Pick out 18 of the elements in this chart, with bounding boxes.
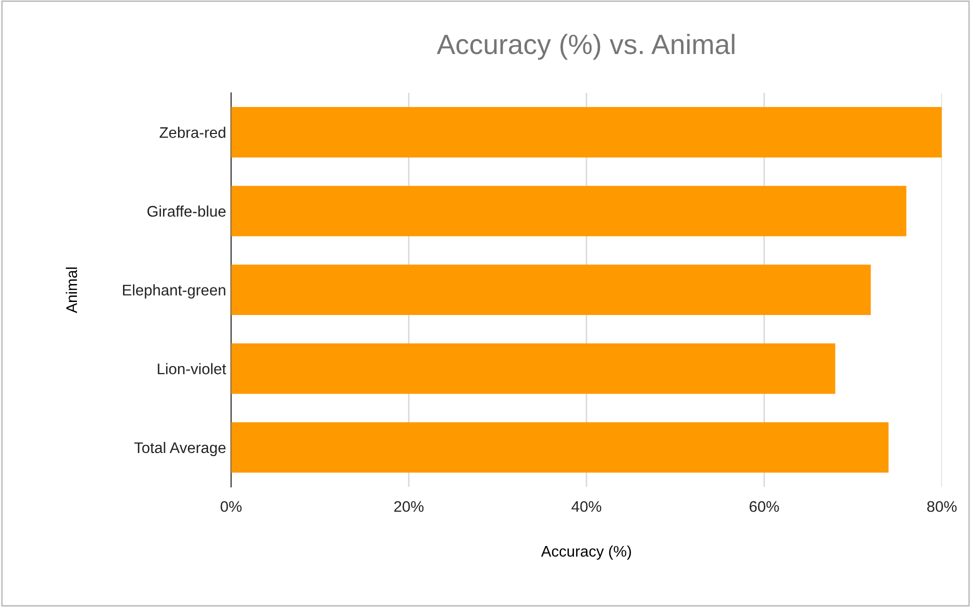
bar (231, 343, 836, 394)
bar (231, 186, 906, 236)
y-axis-title: Animal (66, 268, 78, 314)
bar (231, 422, 889, 473)
x-tick-label: 60% (750, 501, 779, 512)
x-tick-label: 80% (927, 501, 957, 512)
x-tick-label: 0% (220, 501, 242, 512)
y-tick-label: Lion-violet (158, 363, 226, 374)
x-tick-label: 20% (394, 501, 424, 512)
bar (231, 264, 871, 316)
y-tick-label: Total Average (134, 442, 226, 456)
y-tick-label: Zebra-red (160, 126, 226, 138)
y-tick-label: Elephant-green (123, 284, 226, 299)
x-tick-label: 40% (572, 501, 602, 512)
chart-title: Accuracy (%) vs. Animal (436, 34, 734, 60)
x-axis-title: Accuracy (%) (541, 546, 631, 560)
bar (231, 107, 942, 158)
y-tick-label: Giraffe-blue (147, 206, 226, 217)
